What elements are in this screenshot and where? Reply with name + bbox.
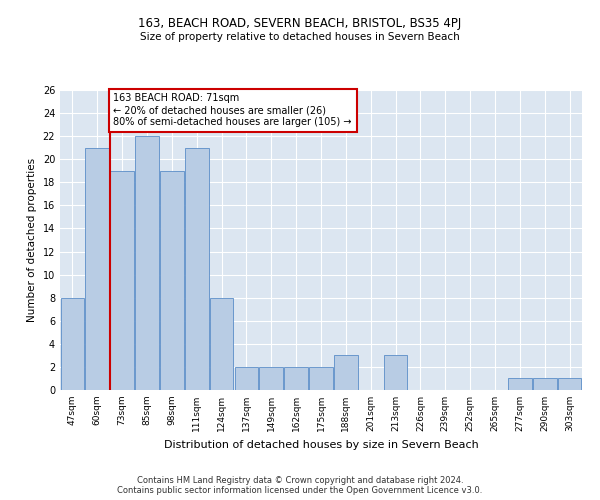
Text: Contains HM Land Registry data © Crown copyright and database right 2024.
Contai: Contains HM Land Registry data © Crown c… [118, 476, 482, 495]
Bar [259, 367, 283, 390]
Bar [61, 298, 84, 390]
X-axis label: Distribution of detached houses by size in Severn Beach: Distribution of detached houses by size … [164, 440, 478, 450]
Text: 163 BEACH ROAD: 71sqm
← 20% of detached houses are smaller (26)
80% of semi-deta: 163 BEACH ROAD: 71sqm ← 20% of detached … [113, 94, 352, 126]
Bar [384, 356, 407, 390]
Bar [309, 367, 333, 390]
Bar [85, 148, 109, 390]
Bar [135, 136, 159, 390]
Bar [533, 378, 557, 390]
Bar [235, 367, 258, 390]
Bar [558, 378, 581, 390]
Text: 163, BEACH ROAD, SEVERN BEACH, BRISTOL, BS35 4PJ: 163, BEACH ROAD, SEVERN BEACH, BRISTOL, … [139, 18, 461, 30]
Bar [110, 171, 134, 390]
Text: Size of property relative to detached houses in Severn Beach: Size of property relative to detached ho… [140, 32, 460, 42]
Bar [284, 367, 308, 390]
Bar [508, 378, 532, 390]
Bar [210, 298, 233, 390]
Bar [160, 171, 184, 390]
Y-axis label: Number of detached properties: Number of detached properties [27, 158, 37, 322]
Bar [334, 356, 358, 390]
Bar [185, 148, 209, 390]
